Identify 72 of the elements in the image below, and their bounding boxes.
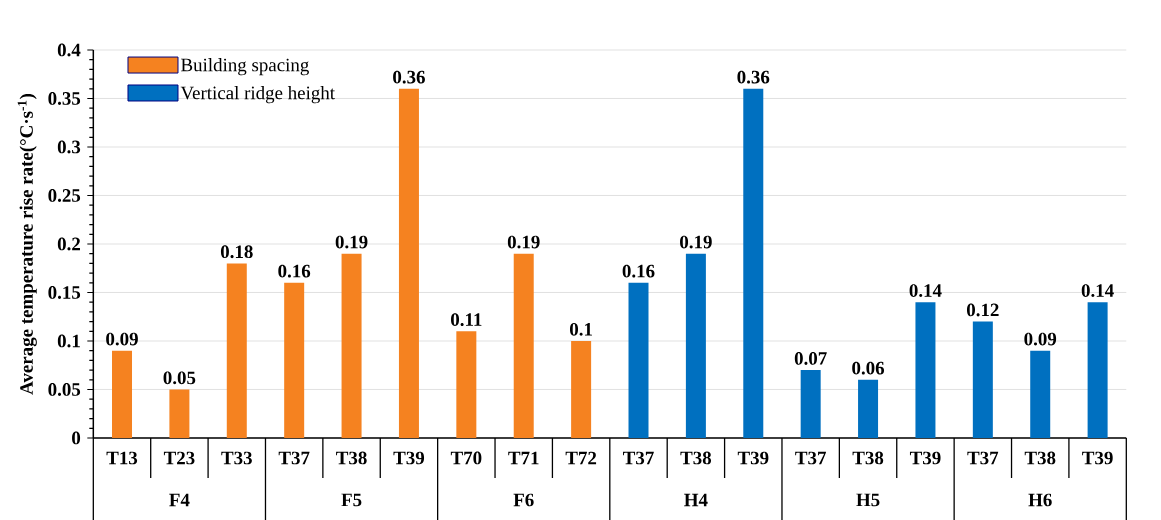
data-label: 0.09 — [106, 332, 138, 346]
bar — [800, 370, 821, 438]
x-tick-label: T70 — [450, 451, 482, 465]
data-label: 0.18 — [220, 245, 253, 259]
y-tick-label: 0.05 — [48, 383, 81, 396]
text: H5 — [856, 493, 880, 507]
data-label: 0.12 — [966, 303, 999, 317]
bar — [915, 302, 936, 438]
data-label: 0.19 — [507, 235, 540, 249]
legend-label: Building spacing — [181, 58, 309, 76]
text: H4 — [684, 493, 708, 507]
x-tick-label: T33 — [221, 451, 252, 465]
bar — [1087, 302, 1108, 438]
x-tick-label: T13 — [106, 451, 138, 465]
data-label: 0.36 — [393, 70, 425, 84]
y-tick-label: 0.4 — [57, 43, 81, 57]
y-axis-title: Average temperature rise rate(°C·s$^{-1}$) — [17, 93, 37, 395]
bar — [112, 350, 133, 438]
x-tick-label: T37 — [967, 451, 999, 465]
y-tick-label: 0.15 — [48, 286, 81, 299]
legend-label: Vertical ridge height — [180, 86, 335, 104]
x-tick-label: T23 — [163, 451, 195, 465]
y-tick-label: 0.2 — [57, 237, 80, 251]
text: F4 — [169, 493, 190, 507]
data-label: 0.05 — [163, 371, 196, 385]
x-tick-label: T38 — [1024, 451, 1056, 465]
text: F5 — [341, 493, 362, 507]
bar — [284, 282, 305, 438]
data-label: 0.14 — [1081, 284, 1114, 297]
bar — [341, 253, 362, 438]
data-label: 0.19 — [335, 235, 368, 249]
x-tick-label: T39 — [393, 451, 425, 465]
bar — [858, 379, 879, 438]
bar — [628, 282, 649, 438]
data-label: 0.11 — [451, 313, 482, 327]
x-tick-label: T39 — [1082, 451, 1113, 465]
data-label: 0.36 — [737, 70, 770, 84]
bar — [571, 340, 592, 438]
x-tick-label: T39 — [737, 451, 769, 465]
x-tick-label: T38 — [680, 451, 712, 465]
text: H6 — [1028, 493, 1052, 507]
bar — [169, 389, 190, 438]
x-tick-label: T72 — [565, 451, 597, 465]
y-tick-label: 0.1 — [57, 334, 80, 348]
bar — [226, 263, 247, 438]
data-label: 0.09 — [1024, 332, 1057, 346]
x-tick-label: T38 — [852, 451, 884, 465]
data-label: 0.1 — [570, 322, 592, 336]
y-tick-label: 0.35 — [48, 92, 81, 105]
y-tick-label: 0.25 — [48, 189, 81, 202]
bar — [743, 88, 764, 438]
data-label: 0.06 — [852, 361, 885, 375]
data-label: 0.16 — [278, 264, 311, 278]
data-label: 0.07 — [794, 352, 827, 365]
y-tick-label: 0.3 — [57, 140, 81, 154]
bar — [513, 253, 534, 438]
data-label: 0.19 — [680, 235, 712, 249]
data-label: 0.16 — [622, 264, 655, 278]
x-tick-label: T37 — [623, 451, 654, 465]
y-tick-label: 0 — [72, 431, 81, 445]
bar — [398, 88, 419, 438]
text: F6 — [513, 493, 534, 507]
x-tick-label: T37 — [278, 451, 310, 465]
x-tick-label: T39 — [909, 451, 941, 465]
bar — [456, 331, 477, 438]
x-tick-label: T71 — [508, 451, 539, 465]
bar — [685, 253, 706, 438]
data-label: 0.14 — [909, 284, 942, 297]
x-tick-label: T38 — [336, 451, 367, 465]
bar — [972, 321, 993, 438]
x-tick-label: T37 — [795, 451, 826, 465]
bar — [1030, 350, 1051, 438]
